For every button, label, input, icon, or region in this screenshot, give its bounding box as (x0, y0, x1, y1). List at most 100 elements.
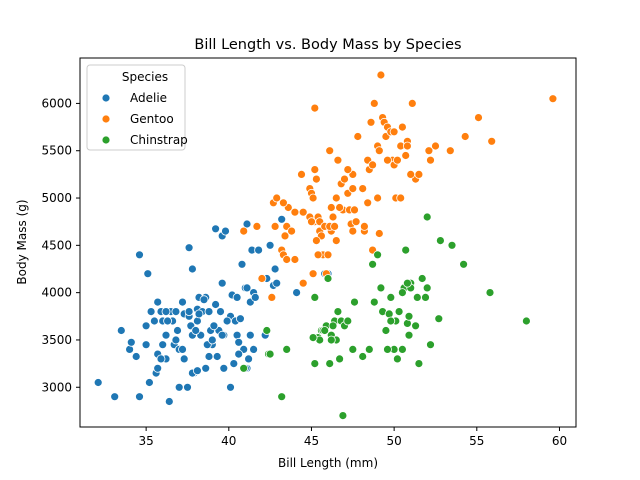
data-point (358, 184, 368, 194)
data-point (422, 212, 432, 222)
data-point (381, 326, 391, 335)
data-point (272, 278, 282, 288)
data-point (161, 330, 171, 340)
data-point (310, 359, 320, 369)
data-point (282, 344, 292, 354)
data-point (348, 226, 358, 236)
legend-entry-gentoo: Gentoo (101, 112, 174, 126)
data-point (351, 217, 361, 227)
data-point (280, 231, 290, 241)
x-tick-label: 55 (469, 434, 484, 448)
data-point (179, 354, 189, 364)
data-point (164, 397, 174, 406)
data-point (278, 198, 288, 208)
data-point (331, 193, 341, 203)
x-tick-label: 40 (221, 434, 236, 448)
data-point (348, 344, 358, 354)
data-point (153, 363, 163, 373)
data-point (270, 264, 280, 274)
data-point (330, 221, 340, 231)
data-point (412, 292, 422, 302)
data-point (325, 359, 335, 369)
data-point (407, 99, 417, 108)
y-axis: 3000 3500 4000 4500 5000 5500 6000 (41, 96, 80, 394)
data-point (131, 352, 141, 361)
data-point (383, 155, 392, 165)
data-point (338, 411, 348, 421)
legend-label: Gentoo (130, 112, 174, 126)
data-point (323, 274, 333, 283)
data-point (211, 300, 221, 309)
data-point (350, 297, 359, 307)
data-point (369, 297, 379, 307)
data-point (404, 311, 414, 321)
data-point (376, 70, 386, 80)
data-point (267, 292, 277, 302)
data-point (460, 132, 470, 141)
data-point (485, 288, 495, 298)
data-point (270, 221, 280, 231)
data-point (272, 193, 282, 203)
data-point (333, 155, 343, 165)
y-tick-label: 6000 (41, 96, 72, 110)
data-point (384, 309, 394, 319)
data-point (394, 307, 404, 317)
data-point (434, 314, 444, 324)
data-point (252, 221, 262, 231)
data-point (487, 136, 497, 146)
data-point (217, 278, 227, 288)
data-point (126, 337, 136, 347)
legend-entry-adelie: Adelie (101, 91, 167, 105)
data-point (292, 288, 302, 298)
data-point (368, 160, 378, 170)
data-point (282, 255, 292, 264)
data-point (328, 321, 338, 331)
data-point (277, 392, 287, 402)
data-point (237, 259, 247, 269)
x-axis: 35 40 45 50 55 60 (138, 427, 567, 448)
legend-marker (101, 93, 111, 103)
data-point (204, 352, 214, 361)
data-point (226, 382, 235, 392)
data-point (308, 333, 318, 343)
data-point (171, 335, 181, 345)
data-point (199, 295, 209, 305)
data-point (331, 236, 341, 246)
data-point (414, 169, 424, 179)
data-point (396, 193, 406, 203)
data-point (234, 337, 244, 347)
data-point (242, 219, 252, 229)
data-point (110, 392, 120, 402)
data-point (250, 292, 260, 302)
data-point (171, 307, 181, 317)
data-point (376, 283, 386, 293)
data-point (311, 174, 321, 184)
data-point (116, 326, 126, 335)
data-point (232, 330, 242, 340)
legend: Species Adelie Gentoo Chinstrap (86, 64, 188, 151)
data-point (174, 382, 184, 392)
legend-entry-chinstrap: Chinstrap (101, 133, 188, 147)
legend-marker (101, 114, 111, 124)
data-point (141, 321, 151, 331)
data-point (397, 122, 407, 132)
data-points (93, 70, 558, 421)
data-point (156, 354, 166, 364)
data-point (406, 169, 416, 179)
data-point (417, 274, 427, 283)
chart-title: Bill Length vs. Body Mass by Species (194, 37, 461, 53)
y-tick-label: 5000 (41, 191, 72, 205)
data-point (392, 155, 402, 165)
data-point (358, 352, 368, 361)
data-point (194, 309, 204, 319)
legend-title: Species (122, 70, 168, 84)
data-point (431, 141, 440, 151)
data-point (386, 316, 396, 326)
data-point (234, 349, 244, 359)
data-point (191, 326, 201, 335)
data-point (401, 151, 411, 160)
data-point (149, 316, 159, 326)
series-gentoo (239, 70, 558, 302)
data-point (204, 307, 214, 317)
data-point (435, 236, 445, 246)
